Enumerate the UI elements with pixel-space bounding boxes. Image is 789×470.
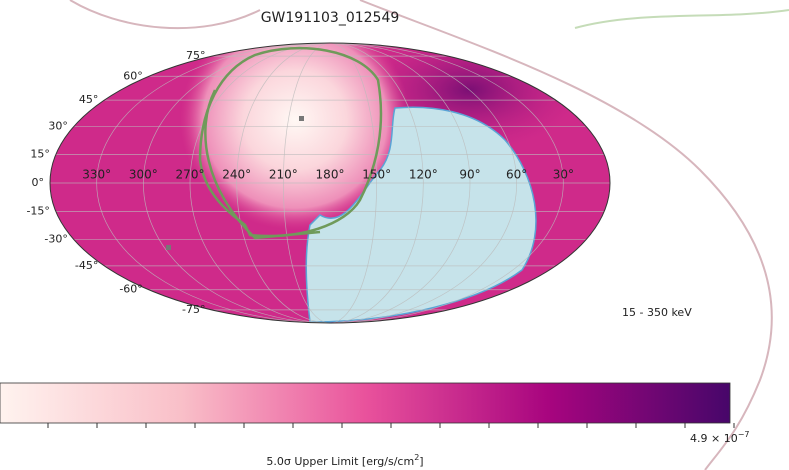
colorbar-exponent: −7 xyxy=(738,430,750,439)
sky-outline xyxy=(49,42,611,324)
grid xyxy=(50,43,610,323)
colorbar-ticks xyxy=(47,423,735,428)
latitude-label: -30° xyxy=(44,233,67,246)
title: GW191103_012549 xyxy=(261,10,400,26)
latitude-label: 45° xyxy=(79,93,99,106)
decoration xyxy=(359,0,773,470)
longitude-label: 240° xyxy=(222,168,251,182)
latitude-label: 30° xyxy=(48,119,68,132)
source-marker xyxy=(299,116,304,121)
colorbar-label-sup: 2 xyxy=(414,453,419,462)
longitude-label: 210° xyxy=(269,168,298,182)
longitude-label: 330° xyxy=(82,168,111,182)
latitude-label: 0° xyxy=(32,176,45,189)
longitude-label: 300° xyxy=(129,168,158,182)
colorbar-label: 5.0σ Upper Limit [erg/s/cm xyxy=(266,455,414,468)
source-marker xyxy=(166,245,171,250)
localization-contour xyxy=(198,46,383,240)
longitude-label: 150° xyxy=(362,168,391,182)
colorbar-label-end: ] xyxy=(419,455,423,468)
latitude-label: -45° xyxy=(75,259,98,272)
colorbar-max-label: 4.9 × 10−7 xyxy=(690,430,750,446)
longitude-label: 60° xyxy=(506,168,527,182)
latitude-label: -60° xyxy=(119,283,142,296)
sky-map xyxy=(50,43,610,323)
colorbar xyxy=(0,382,731,424)
decoration xyxy=(69,0,261,30)
longitude-label: 120° xyxy=(409,168,438,182)
colorbar-max: 4.9 × 10 xyxy=(690,432,738,445)
energy-band: 15 - 350 keV xyxy=(622,306,692,319)
longitude-label: 270° xyxy=(176,168,205,182)
latitude-label: 15° xyxy=(30,147,50,160)
longitude-label: 180° xyxy=(316,168,345,182)
latitude-label: 60° xyxy=(123,69,143,82)
axis-labels: 75° 60° 45° 30° 15° 0° -15° -30° -45° -60° -75° 330… xyxy=(26,49,574,316)
decoration xyxy=(574,9,789,29)
longitude-label: 30° xyxy=(553,168,574,182)
longitude-label: 90° xyxy=(459,168,480,182)
latitude-label: -15° xyxy=(26,205,49,218)
colorbar-title: 5.0σ Upper Limit [erg/s/cm2] xyxy=(266,453,423,469)
latitude-label: 75° xyxy=(186,49,206,62)
latitude-label: -75° xyxy=(182,303,205,316)
